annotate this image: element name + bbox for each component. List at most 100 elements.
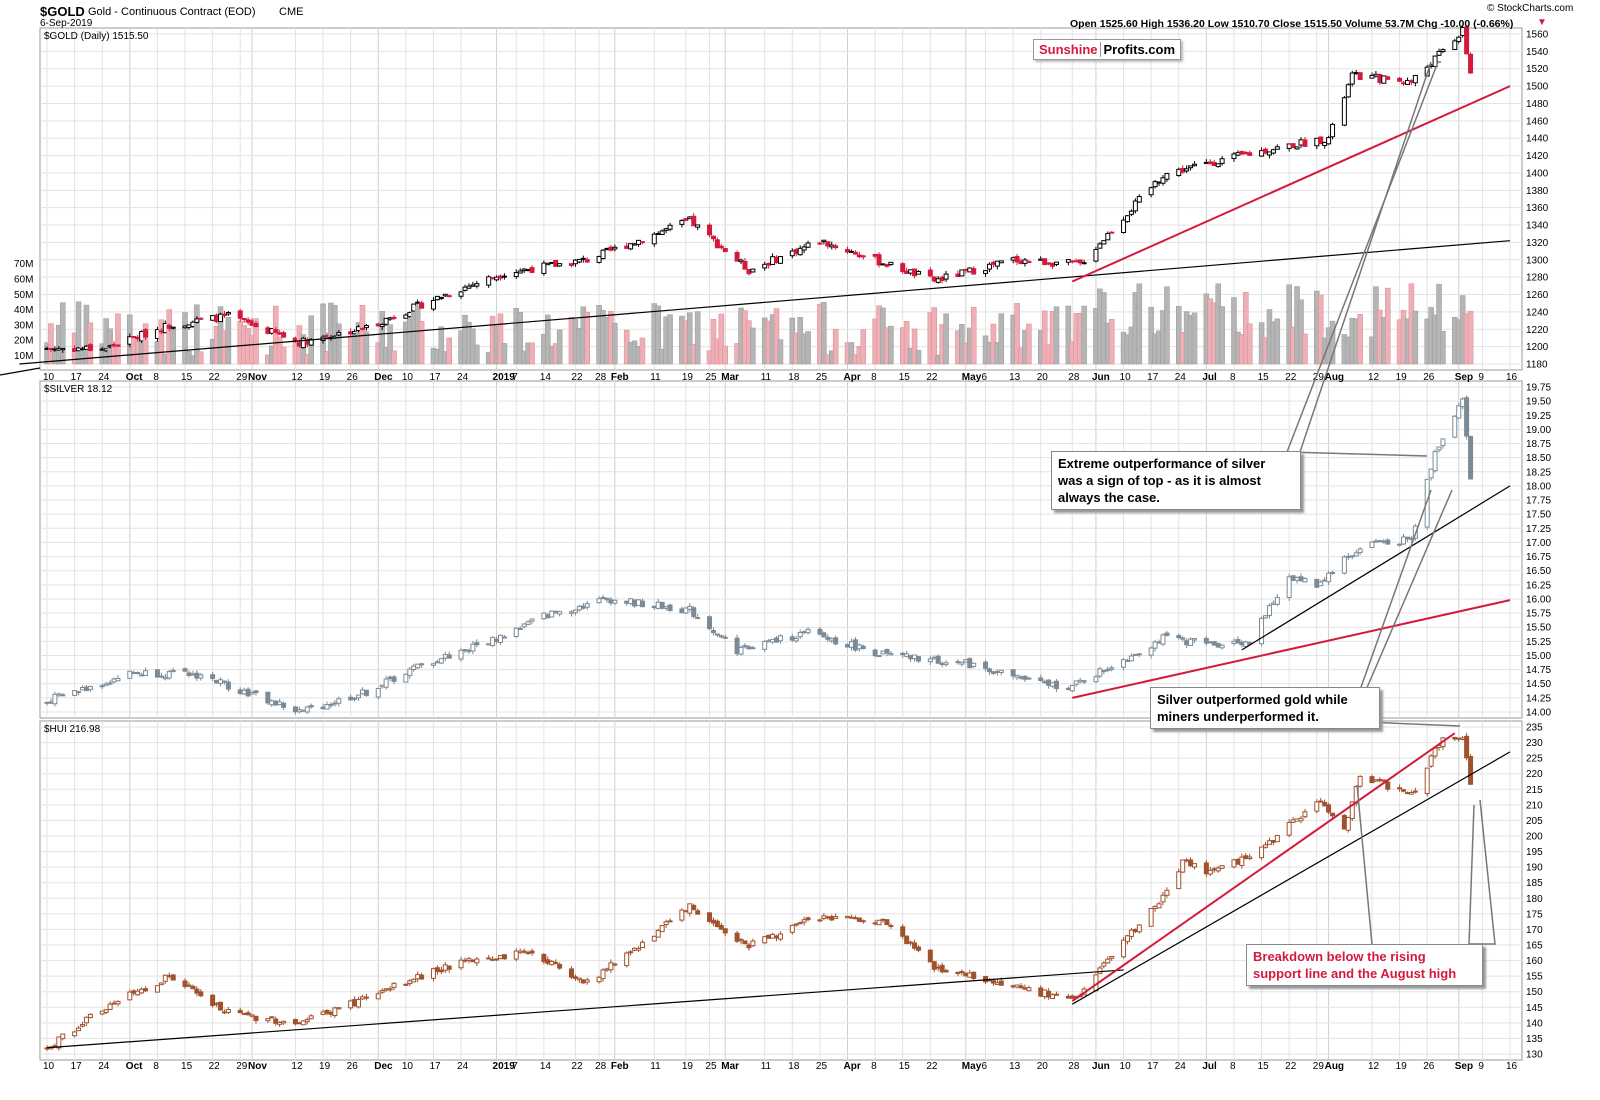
y-tick-label: 190 <box>1526 863 1543 874</box>
x-tick-label: Nov <box>248 1061 267 1072</box>
candle-body <box>111 678 117 683</box>
candle-body <box>734 251 740 262</box>
candle-body <box>517 628 523 631</box>
candle-body <box>738 646 744 655</box>
candle-body <box>1274 596 1280 605</box>
candle-body <box>525 269 531 272</box>
candle-body <box>1022 259 1028 264</box>
candle-body <box>1018 985 1024 989</box>
candle-body <box>387 676 393 679</box>
candle-body <box>1247 152 1253 156</box>
candle-body <box>1432 55 1438 68</box>
candle-body <box>706 912 712 922</box>
x-tick-label: 22 <box>926 372 938 383</box>
candle-body <box>860 255 866 258</box>
candle-body <box>1109 231 1115 234</box>
candle-body <box>438 658 444 664</box>
candle-body <box>1290 575 1296 581</box>
candle-body <box>833 916 839 919</box>
pointer-silver-top-gold <box>1286 61 1441 453</box>
candle-body <box>72 690 78 696</box>
candle-body <box>253 1015 259 1022</box>
candle-body <box>600 969 606 980</box>
candle-body <box>805 242 811 248</box>
x-tick-label: Aug <box>1325 1061 1344 1072</box>
candle-body <box>1010 985 1016 988</box>
volume-bar <box>1231 297 1237 365</box>
candle-body <box>1054 261 1060 265</box>
candle-body <box>1069 995 1075 999</box>
candle-body <box>639 941 645 949</box>
candle-body <box>356 998 362 1008</box>
candle-body <box>375 688 381 698</box>
x-tick-label: 15 <box>1258 1061 1270 1072</box>
candle-body <box>994 260 1000 267</box>
candle-body <box>1093 248 1099 262</box>
candle-body <box>596 976 602 983</box>
candle-body <box>908 941 914 944</box>
candle-body <box>608 962 614 971</box>
candle-body <box>241 1012 247 1015</box>
candle-body <box>636 599 642 606</box>
volume-bar <box>639 337 646 365</box>
candle-body <box>273 700 279 706</box>
candle-body <box>628 951 634 954</box>
x-tick-label: 29 <box>1313 1061 1325 1072</box>
x-tick-label: 10 <box>43 372 55 383</box>
volume-bar <box>48 323 54 365</box>
x-tick-label: 13 <box>1009 1061 1021 1072</box>
candle-body <box>1401 536 1407 545</box>
candle-body <box>549 261 555 264</box>
y-tick-label: 1440 <box>1526 134 1549 145</box>
candle-body <box>182 668 188 672</box>
candle-body <box>143 670 149 676</box>
x-tick-label: 10 <box>1120 372 1132 383</box>
candle-body <box>60 694 66 697</box>
x-tick-label: May <box>962 1061 982 1072</box>
candle-body <box>935 655 941 664</box>
candle-body <box>474 642 480 646</box>
candle-body <box>1373 73 1379 77</box>
candle-body <box>83 686 89 692</box>
volume-bar <box>655 305 661 365</box>
y-tick-label: 225 <box>1526 754 1543 765</box>
volume-bar <box>142 323 149 365</box>
candle-body <box>1357 72 1363 81</box>
y-tick-label: 1360 <box>1526 203 1549 214</box>
candle-body <box>604 597 610 601</box>
candle-body <box>848 641 854 648</box>
candle-body <box>762 640 768 650</box>
x-tick-label: 22 <box>1285 372 1297 383</box>
candle-body <box>1180 859 1186 873</box>
candle-body <box>1184 859 1190 862</box>
candle-body <box>1188 638 1194 646</box>
candle-body <box>770 256 776 265</box>
candle-body <box>1460 398 1466 408</box>
candle-body <box>939 276 945 281</box>
candle-body <box>695 224 701 228</box>
candle-body <box>927 269 933 277</box>
candle-body <box>1128 655 1134 662</box>
pointer-breakdown-high <box>1468 804 1475 945</box>
volume-bar <box>584 311 590 365</box>
candle-body <box>990 980 996 984</box>
candle-body <box>166 975 172 978</box>
x-tick-label: 7 <box>512 1061 518 1072</box>
candle-body <box>1456 737 1462 740</box>
candle-body <box>1124 215 1130 223</box>
candle-body <box>900 263 906 273</box>
candle-body <box>135 990 141 996</box>
x-tick-label: Jun <box>1092 1061 1110 1072</box>
panel-frame <box>39 380 1523 719</box>
candle-body <box>245 688 251 697</box>
volume-bar <box>821 302 827 365</box>
candle-body <box>860 645 866 650</box>
candle-body <box>158 330 164 333</box>
candle-body <box>1018 676 1024 679</box>
volume-bar <box>300 334 307 365</box>
x-tick-label: 24 <box>98 372 110 383</box>
candle-body <box>860 920 866 923</box>
candle-body <box>1341 556 1347 574</box>
candle-body <box>470 284 476 287</box>
x-tick-label: 25 <box>816 372 828 383</box>
